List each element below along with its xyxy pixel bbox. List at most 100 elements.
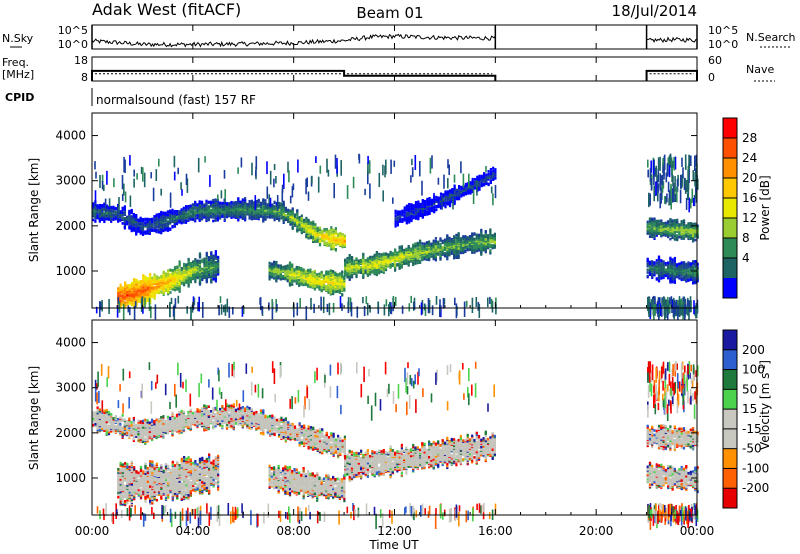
power-cells-cell: [237, 207, 240, 210]
power-cells-cell: [210, 271, 213, 275]
power-cells-cell: [458, 189, 461, 193]
power-cells-cell: [673, 219, 676, 222]
power-cells-cell: [687, 222, 690, 225]
power-cells-cell: [325, 228, 328, 231]
power-cells-cell: [180, 271, 183, 274]
power-cells-cell: [487, 172, 490, 176]
power-cells-cell: [167, 269, 170, 272]
power-cells-cell: [339, 238, 342, 241]
power-cells-cell: [343, 239, 346, 242]
power-cells-cell: [443, 238, 447, 242]
power-cells-cell: [203, 268, 206, 271]
power-cells-cell: [646, 257, 649, 261]
power-cells-cell: [241, 198, 244, 201]
power-cells-cell: [187, 211, 190, 214]
power-cells-cell: [318, 228, 322, 231]
power-cells-cell: [273, 214, 276, 217]
power-cells-cell: [387, 253, 390, 256]
power-cells-cell: [257, 208, 260, 212]
power-cells-cell: [309, 235, 312, 239]
power-cells-cell: [250, 215, 253, 218]
power-cells-cell: [144, 225, 147, 228]
power-cells-cell: [329, 283, 332, 287]
power-cells-cell: [157, 224, 160, 228]
power-cells-cell: [327, 229, 331, 233]
power-cells-cell: [348, 254, 351, 257]
power-cells-cell: [94, 219, 97, 222]
power-cells-cell: [178, 268, 181, 272]
power-cells-cell: [148, 230, 151, 234]
power-cells-cell: [132, 226, 135, 230]
power-cells-cell: [334, 248, 337, 251]
power-cells-cell: [169, 213, 172, 216]
power-cells-cell: [291, 216, 294, 219]
power-cells-cell: [489, 179, 492, 183]
power-cells-cell: [280, 206, 283, 210]
power-cells-cell: [221, 201, 224, 205]
power-cells-cell: [327, 242, 331, 245]
power-cells-cell: [135, 224, 138, 227]
power-cells-cell: [123, 225, 126, 228]
power-cells-cell: [180, 266, 183, 270]
power-cells-cell: [167, 272, 170, 276]
power-cells-cell: [110, 211, 113, 214]
power-cells-cell: [269, 214, 272, 217]
power-cells-cell: [105, 217, 108, 220]
power-cells-cell: [307, 268, 310, 272]
power-cells-cell: [302, 268, 305, 271]
power-cells-cell: [117, 205, 120, 209]
power-cells-cell: [300, 277, 303, 281]
power-cells-cell: [289, 209, 292, 213]
power-cells-cell: [201, 267, 204, 271]
power-cells-cell: [318, 226, 322, 230]
power-cells-cell: [453, 235, 456, 238]
power-cells-cell: [485, 173, 488, 177]
power-cells-cell: [309, 228, 312, 232]
power-cells-cell: [198, 252, 202, 255]
power-cells-cell: [323, 241, 326, 245]
power-cells-cell: [291, 276, 294, 279]
power-cells-cell: [264, 201, 267, 205]
power-cells-cell: [114, 212, 117, 215]
power-cells-cell: [669, 237, 672, 241]
power-cells-cell: [434, 239, 437, 243]
power-cells-cell: [466, 245, 469, 248]
power-cells-cell: [241, 216, 244, 220]
power-cells-cell: [321, 233, 324, 236]
power-cells-cell: [664, 221, 667, 225]
power-cells-cell: [694, 222, 697, 226]
power-cells-cell: [230, 214, 233, 218]
power-cells-cell: [198, 259, 202, 263]
power-cells-cell: [166, 216, 170, 220]
power-cells-cell: [419, 239, 422, 243]
power-cells-cell: [482, 234, 485, 237]
power-cells-cell: [187, 257, 190, 261]
power-cells-cell: [291, 210, 294, 213]
power-cells-cell: [284, 206, 287, 210]
power-cells-cell: [110, 218, 113, 222]
power-cells-cell: [216, 216, 219, 219]
power-cells-cell: [330, 228, 333, 231]
power-cells-cell: [289, 215, 292, 219]
power-cells-cell: [141, 228, 145, 232]
power-cells-cell: [323, 235, 326, 238]
power-cells-cell: [287, 217, 290, 221]
power-cells-cell: [282, 265, 285, 269]
power-cells-cell: [268, 264, 271, 267]
power-cells-cell: [207, 205, 210, 208]
power-cells-cell: [416, 247, 419, 250]
power-cells-cell: [164, 280, 168, 284]
power-cells-cell: [144, 275, 147, 279]
power-cells-cell: [680, 232, 683, 236]
power-cells-cell: [214, 202, 217, 205]
power-cells-cell: [648, 235, 652, 238]
power-cells-cell: [253, 209, 256, 212]
power-cells-cell: [244, 206, 247, 209]
power-cells-cell: [264, 199, 267, 202]
power-cells-cell: [230, 204, 233, 208]
power-cells-cell: [169, 291, 172, 294]
power-cells-cell: [262, 218, 265, 221]
power-cells-cell: [655, 219, 658, 223]
power-cells-cell: [157, 212, 160, 216]
power-cells-cell: [651, 272, 654, 276]
